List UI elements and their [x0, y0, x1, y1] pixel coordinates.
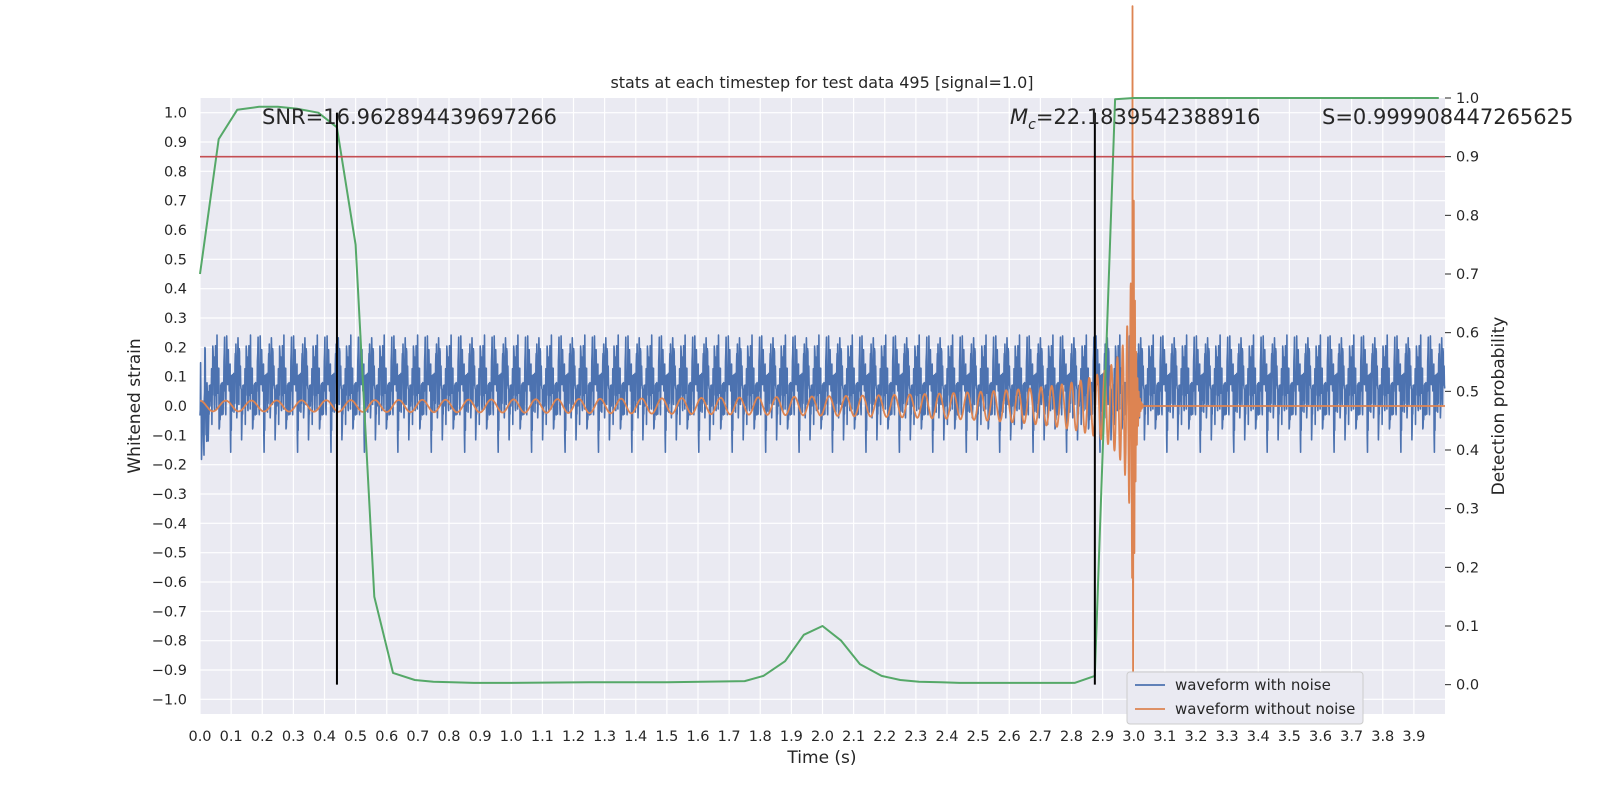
x-tick-label: 3.1 [1153, 729, 1176, 745]
y-tick-label: −0.5 [152, 546, 187, 562]
x-tick-label: 0.6 [375, 729, 398, 745]
x-tick-label: 2.8 [1060, 729, 1083, 745]
x-tick-label: 0.0 [188, 729, 211, 745]
x-tick-label: 0.5 [344, 729, 367, 745]
x-tick-label: 2.3 [904, 729, 927, 745]
x-tick-label: 2.7 [1029, 729, 1052, 745]
series-detection-probability [199, 97, 1439, 684]
y-tick-label: 0.2 [164, 340, 187, 356]
x-tick-label: 2.4 [935, 729, 958, 745]
legend: waveform with noise waveform without noi… [1126, 671, 1364, 725]
chirp-mass-value: =22.1839542388916 [1036, 105, 1261, 129]
x-tick-label: 2.9 [1091, 729, 1114, 745]
x-tick-label: 3.9 [1402, 729, 1425, 745]
y2-tick-label: 0.9 [1456, 150, 1479, 166]
y-tick-label: −0.7 [152, 604, 187, 620]
x-tick-label: 0.8 [437, 729, 460, 745]
y2-tick-label: 0.4 [1456, 443, 1479, 459]
x-tick-label: 0.2 [251, 729, 274, 745]
y2-tick-label: 0.8 [1456, 208, 1479, 224]
series-layer [199, 5, 1446, 694]
x-tick-label: 2.5 [967, 729, 990, 745]
snr-annotation: SNR=16.962894439697266 [262, 105, 557, 129]
y2-tick-label: 0.1 [1456, 619, 1479, 635]
x-tick-label: 1.2 [562, 729, 585, 745]
y-tick-label: 0.4 [164, 282, 187, 298]
x-tick-label: 2.0 [811, 729, 834, 745]
y-tick-label: 0.8 [164, 164, 187, 180]
y2-tick-label: 0.2 [1456, 560, 1479, 576]
x-tick-label: 0.9 [469, 729, 492, 745]
x-tick-label: 1.0 [500, 729, 523, 745]
tick-labels: 0.0 0.1 0.2 0.3 0.4 0.5 0.6 0.7 0.8 0.9 1.0 1.1 1.2 1… [152, 91, 1479, 745]
x-tick-label: 0.4 [313, 729, 336, 745]
y-tick-label: −0.9 [152, 663, 187, 679]
y-tick-label: −0.1 [152, 428, 187, 444]
y2-tick-label: 0.3 [1456, 502, 1479, 518]
y-tick-label: 1.0 [164, 106, 187, 122]
y-tick-label: −0.8 [152, 634, 187, 650]
x-tick-label: 3.6 [1309, 729, 1332, 745]
series-waveform-without-noise [199, 5, 1446, 694]
x-tick-label: 3.0 [1122, 729, 1145, 745]
legend-label-noise: waveform with noise [1175, 676, 1331, 694]
x-tick-label: 1.6 [686, 729, 709, 745]
y2-tick-label: 1.0 [1456, 91, 1479, 107]
y-tick-label: 0.6 [164, 223, 187, 239]
y-tick-label: −0.2 [152, 458, 187, 474]
x-tick-label: 3.8 [1371, 729, 1394, 745]
y-tick-label: 0.0 [164, 399, 187, 415]
x-tick-label: 2.2 [873, 729, 896, 745]
x-tick-label: 1.4 [624, 729, 647, 745]
x-tick-label: 3.7 [1340, 729, 1363, 745]
x-tick-label: 1.8 [749, 729, 772, 745]
y2-tick-label: 0.6 [1456, 326, 1479, 342]
x-tick-label: 1.5 [655, 729, 678, 745]
y-tick-label: 0.1 [164, 370, 187, 386]
y-tick-label: 0.5 [164, 252, 187, 268]
x-tick-label: 3.5 [1278, 729, 1301, 745]
chirp-mass-annotation: Mc=22.1839542388916 [1010, 105, 1261, 133]
y2-tick-label: 0.0 [1456, 678, 1479, 694]
legend-box [1126, 671, 1364, 725]
x-tick-label: 1.9 [780, 729, 803, 745]
y-tick-label: −0.6 [152, 575, 187, 591]
y2-tick-label: 0.7 [1456, 267, 1479, 283]
x-tick-label: 1.3 [593, 729, 616, 745]
chirp-mass-symbol: M [1010, 105, 1028, 129]
x-tick-label: 0.7 [406, 729, 429, 745]
y-tick-label: −1.0 [152, 692, 187, 708]
y2-tick-label: 0.5 [1456, 384, 1479, 400]
x-tick-label: 3.3 [1216, 729, 1239, 745]
series-waveform-with-noise [199, 334, 1446, 461]
significance-annotation: S=0.999908447265625 [1322, 105, 1573, 129]
x-tick-label: 1.7 [718, 729, 741, 745]
y2-axis-label: Detection probability [1489, 317, 1509, 496]
y-tick-label: −0.4 [152, 516, 187, 532]
x-tick-label: 3.2 [1184, 729, 1207, 745]
x-tick-label: 2.6 [998, 729, 1021, 745]
legend-label-clean: waveform without noise [1175, 700, 1355, 718]
x-tick-label: 3.4 [1247, 729, 1270, 745]
y-tick-label: 0.9 [164, 135, 187, 151]
x-tick-label: 0.1 [220, 729, 243, 745]
y-axis-label: Whitened strain [125, 338, 145, 473]
x-tick-label: 2.1 [842, 729, 865, 745]
x-tick-label: 0.3 [282, 729, 305, 745]
y-tick-label: 0.7 [164, 194, 187, 210]
y-tick-label: 0.3 [164, 311, 187, 327]
y-tick-label: −0.3 [152, 487, 187, 503]
chart-title: stats at each timestep for test data 495… [610, 73, 1033, 92]
x-axis-label: Time (s) [786, 748, 856, 768]
chirp-mass-subscript: c [1028, 117, 1036, 133]
x-tick-label: 1.1 [531, 729, 554, 745]
